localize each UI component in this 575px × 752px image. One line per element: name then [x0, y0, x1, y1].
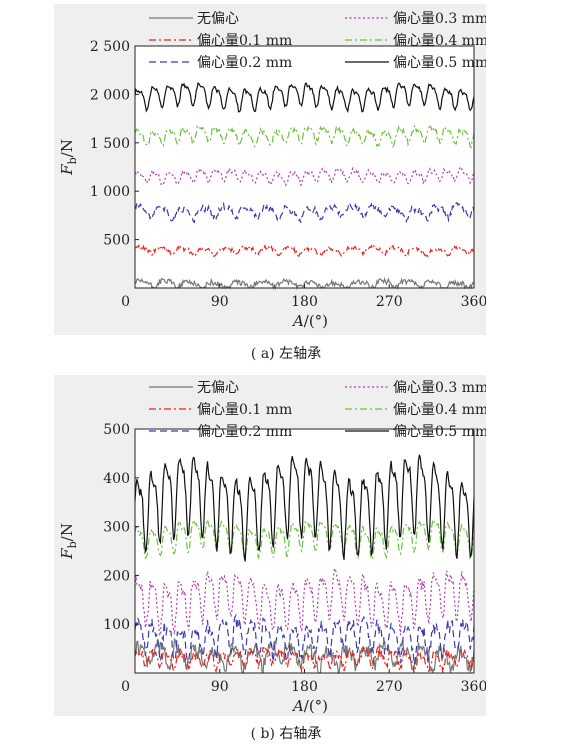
x-tick-label: 270: [376, 294, 403, 310]
series-line-1: [134, 243, 475, 259]
chart-panel-right-bearing: 100 200 300 400 500 0 90 180 270 360 A/(°) Fb/N 无偏心偏…: [54, 375, 486, 716]
y-tick-label: 500: [103, 233, 130, 249]
x-axis-label: A/(°): [291, 697, 328, 715]
series-line-3: [134, 566, 475, 638]
series-line-0: [134, 638, 475, 675]
y-tick-label: 100: [103, 617, 130, 633]
series-line-0: [134, 277, 475, 291]
x-tick-label: 360: [461, 294, 486, 310]
series-line-2: [134, 613, 475, 665]
y-tick-label: 500: [103, 422, 130, 438]
x-tick-label: 180: [291, 294, 318, 310]
legend-label: 偏心量0.4 mm: [393, 402, 486, 418]
legend-label: 偏心量0.3 mm: [393, 380, 486, 396]
y-tick-label: 1 500: [90, 136, 130, 152]
y-axis-label: Fb/N: [58, 523, 79, 560]
legend-label: 偏心量0.4 mm: [393, 33, 486, 49]
series-line-4: [134, 517, 475, 561]
series-line-4: [134, 124, 475, 149]
legend-label: 偏心量0.1 mm: [197, 402, 292, 418]
series-line-5: [134, 454, 475, 562]
caption-left-bearing: ( a) 左轴承: [250, 346, 322, 362]
y-tick-label: 1 000: [90, 184, 130, 200]
legend-label: 偏心量0.2 mm: [197, 424, 292, 440]
y-tick-label: 400: [103, 471, 130, 487]
chart-left-bearing: 500 1 000 1 500 2 000 2 500 0 90 180 270 360 A/(°)…: [58, 11, 486, 330]
x-tick-label: 90: [211, 294, 229, 310]
origin-label: 0: [121, 679, 130, 695]
x-tick-label: 360: [461, 679, 486, 695]
legend-label: 偏心量0.3 mm: [393, 11, 486, 27]
y-axis-label: Fb/N: [58, 139, 79, 176]
caption-right-bearing: ( b) 右轴承: [250, 726, 322, 742]
y-tick-label: 2 500: [90, 39, 130, 55]
legend-label: 无偏心: [197, 11, 239, 27]
legend-label: 无偏心: [197, 380, 239, 396]
x-tick-label: 180: [291, 679, 318, 695]
chart-panel-left-bearing: 500 1 000 1 500 2 000 2 500 0 90 180 270 360 A/(°)…: [54, 4, 486, 335]
x-tick-label: 90: [211, 679, 229, 695]
legend-label: 偏心量0.5 mm: [393, 424, 486, 440]
legend-label: 偏心量0.5 mm: [393, 55, 486, 71]
legend-label: 偏心量0.2 mm: [197, 55, 292, 71]
series-line-5: [134, 81, 475, 114]
legend-label: 偏心量0.1 mm: [197, 33, 292, 49]
series-line-1: [134, 644, 475, 674]
x-axis-label: A/(°): [291, 312, 328, 330]
y-tick-label: 200: [103, 568, 130, 584]
y-tick-label: 2 000: [90, 87, 130, 103]
x-tick-label: 270: [376, 679, 403, 695]
origin-label: 0: [121, 294, 130, 310]
y-tick-label: 300: [103, 520, 130, 536]
